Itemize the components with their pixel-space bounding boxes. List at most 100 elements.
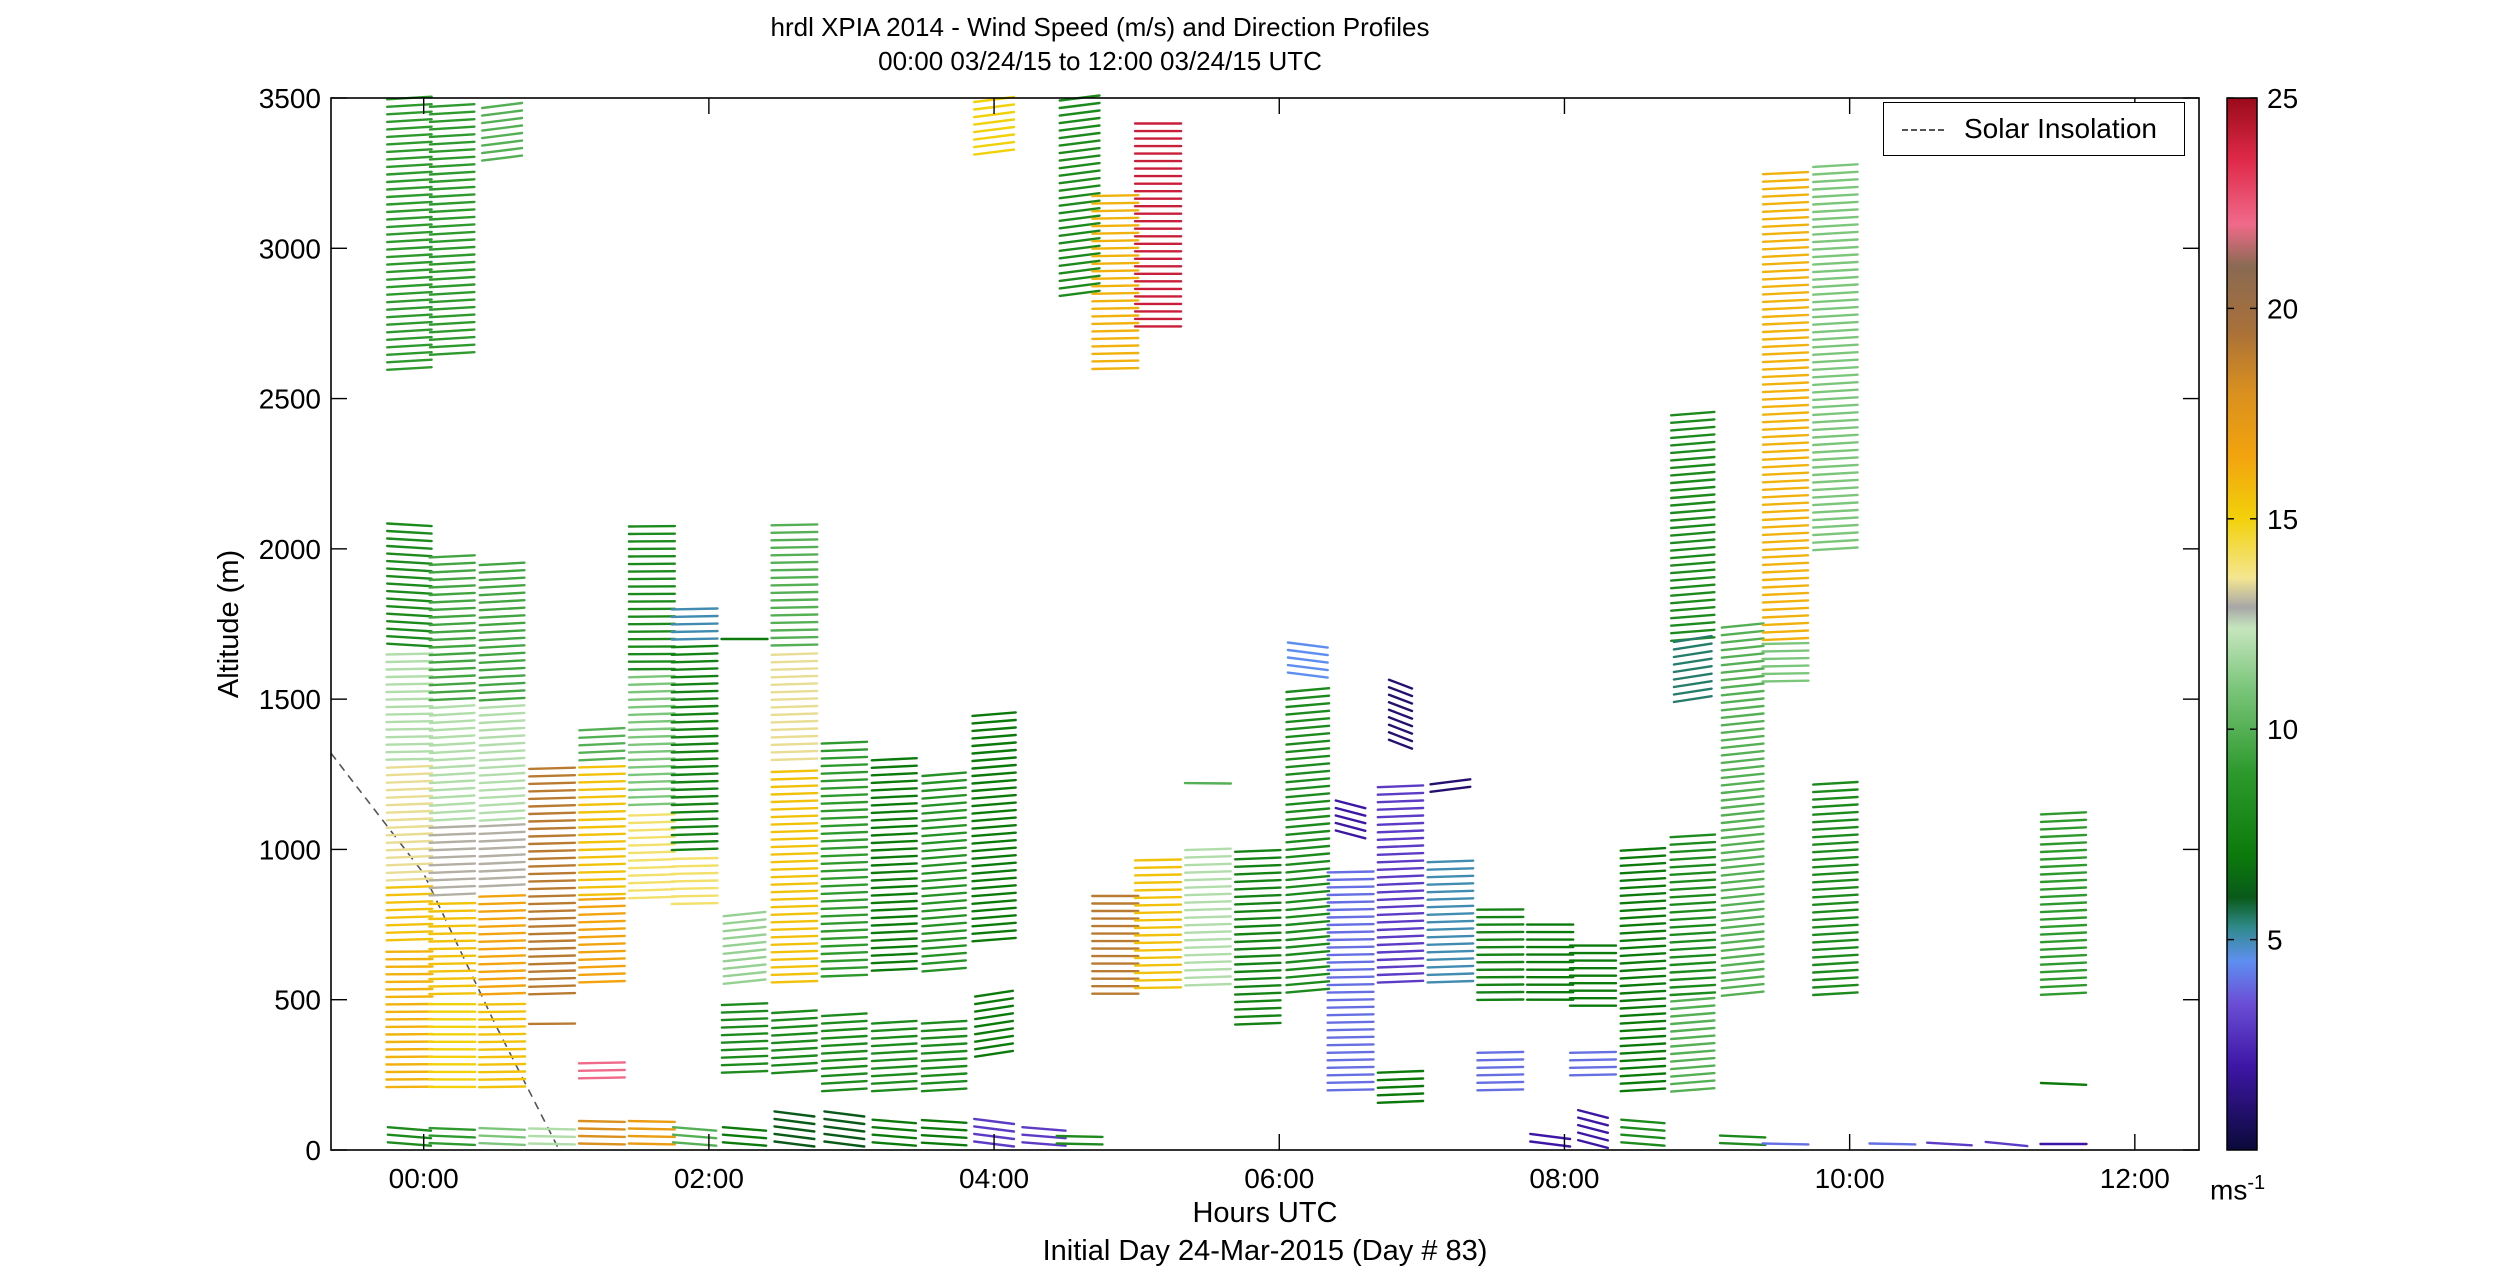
wind-barb (385, 824, 434, 829)
wind-barb (1091, 239, 1140, 243)
wind-barb (1133, 963, 1183, 967)
wind-barb (1058, 274, 1101, 283)
wind-barb (770, 560, 819, 564)
wind-barb (770, 949, 819, 954)
wind-barb (478, 868, 526, 873)
wind-barb (2039, 946, 2088, 951)
wind-barb (1285, 747, 1331, 754)
colorbar-tick-label: 15 (2267, 504, 2298, 535)
wind-barb (1376, 1099, 1425, 1105)
wind-barb (720, 1009, 769, 1014)
wind-barb (971, 778, 1017, 785)
wind-barb (1619, 1079, 1667, 1085)
wind-barb (428, 102, 476, 109)
wind-barb (1761, 306, 1810, 311)
wind-barb (820, 898, 869, 903)
wind-barb (478, 741, 526, 747)
wind-barb (1811, 290, 1859, 296)
wind-barb (1669, 938, 1717, 944)
wind-barb (1183, 855, 1232, 859)
wind-barb (1761, 261, 1810, 266)
wind-barb (1761, 664, 1810, 668)
wind-barb (528, 916, 577, 921)
wind-barb (385, 705, 434, 709)
wind-barb (1761, 238, 1810, 244)
wind-barb (428, 681, 476, 687)
wind-barb (386, 133, 433, 139)
wind-barb (1058, 101, 1101, 110)
wind-barb (1811, 185, 1859, 191)
wind-barb (1761, 463, 1810, 469)
wind-barb (1285, 920, 1331, 927)
wind-barb (1619, 952, 1667, 958)
wind-barb (1669, 523, 1716, 530)
wind-barb (1669, 968, 1717, 974)
wind-barb (478, 666, 526, 672)
wind-barb (627, 835, 676, 840)
wind-barb (428, 223, 476, 229)
wind-barb (770, 605, 819, 610)
wind-barb (770, 942, 819, 946)
wind-barb (1058, 146, 1101, 155)
wind-barb (1183, 877, 1232, 882)
wind-barb (478, 689, 526, 695)
wind-barb (1376, 844, 1425, 849)
wind-barb (1233, 1021, 1282, 1026)
wind-barb (1811, 238, 1859, 244)
wind-barb (1761, 494, 1810, 499)
wind-barb (770, 682, 819, 686)
wind-barb (1761, 516, 1810, 522)
wind-barb (722, 940, 767, 948)
wind-barb (386, 215, 433, 221)
wind-barb (428, 962, 477, 966)
wind-barb (971, 801, 1017, 808)
wind-barb (528, 849, 577, 853)
wind-barb (1233, 954, 1282, 959)
wind-barb (1811, 983, 1859, 989)
wind-barb (770, 697, 819, 701)
wind-barb (478, 853, 526, 858)
wind-barb (1669, 1056, 1716, 1063)
wind-barb (386, 140, 433, 146)
wind-barb (1133, 895, 1183, 900)
wind-barb (670, 727, 719, 732)
wind-barb (974, 1019, 1015, 1028)
wind-barb (722, 963, 767, 970)
wind-barb (871, 1133, 918, 1140)
wind-barb (870, 892, 918, 897)
wind-barb (478, 636, 526, 642)
wind-barb (577, 787, 626, 792)
wind-barb (1376, 949, 1425, 954)
wind-barb (1576, 1123, 1610, 1135)
wind-barb (1761, 606, 1810, 612)
wind-barb (1720, 659, 1765, 667)
wind-barb (770, 859, 819, 864)
wind-barb (1058, 236, 1101, 245)
wind-barb (823, 1132, 866, 1141)
wind-barb (770, 530, 819, 534)
wind-barb (2039, 811, 2088, 816)
wind-barb (921, 884, 967, 890)
wind-barb (428, 651, 476, 657)
wind-barb (428, 230, 476, 236)
wind-barb (528, 766, 577, 771)
wind-barb (770, 635, 819, 640)
wind-barb (1720, 930, 1765, 937)
wind-barb (770, 957, 819, 961)
wind-barb (1811, 523, 1859, 529)
wind-barb (1669, 568, 1716, 575)
wind-barb (670, 832, 719, 837)
wind-barb (870, 779, 918, 785)
wind-barb (1720, 945, 1765, 952)
wind-barb (1326, 885, 1375, 889)
wind-barb (528, 796, 577, 801)
wind-barb (478, 883, 526, 888)
wind-barb (770, 897, 819, 901)
wind-barb (385, 772, 434, 777)
wind-barb (820, 823, 869, 828)
wind-barb (428, 719, 476, 725)
wind-barb (1811, 848, 1859, 854)
wind-barb (820, 1034, 868, 1040)
wind-barb (1326, 1073, 1375, 1077)
wind-barb (386, 1125, 433, 1132)
